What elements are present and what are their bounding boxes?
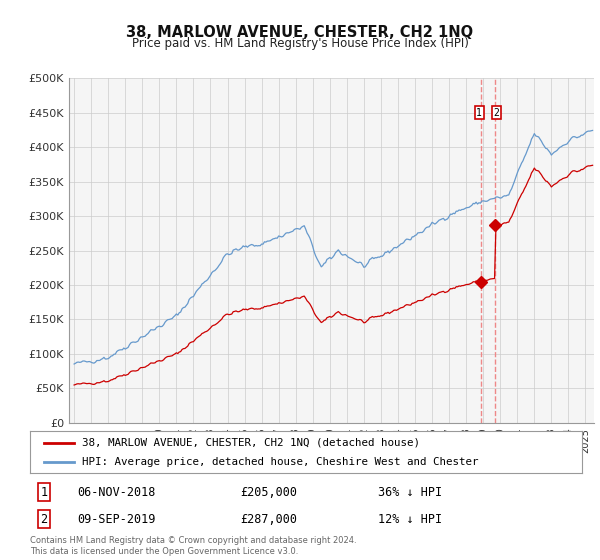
- Text: 38, MARLOW AVENUE, CHESTER, CH2 1NQ (detached house): 38, MARLOW AVENUE, CHESTER, CH2 1NQ (det…: [82, 437, 421, 447]
- Text: 1: 1: [476, 108, 482, 118]
- Text: 36% ↓ HPI: 36% ↓ HPI: [378, 486, 442, 499]
- Text: Contains HM Land Registry data © Crown copyright and database right 2024.
This d: Contains HM Land Registry data © Crown c…: [30, 536, 356, 556]
- Text: 1: 1: [40, 486, 47, 499]
- Text: 09-SEP-2019: 09-SEP-2019: [77, 512, 155, 526]
- Text: 12% ↓ HPI: 12% ↓ HPI: [378, 512, 442, 526]
- Text: £205,000: £205,000: [240, 486, 297, 499]
- Text: 2: 2: [40, 512, 47, 526]
- Text: £287,000: £287,000: [240, 512, 297, 526]
- Text: 2: 2: [493, 108, 499, 118]
- Text: Price paid vs. HM Land Registry's House Price Index (HPI): Price paid vs. HM Land Registry's House …: [131, 37, 469, 50]
- Text: 38, MARLOW AVENUE, CHESTER, CH2 1NQ: 38, MARLOW AVENUE, CHESTER, CH2 1NQ: [127, 25, 473, 40]
- Text: 06-NOV-2018: 06-NOV-2018: [77, 486, 155, 499]
- Text: HPI: Average price, detached house, Cheshire West and Chester: HPI: Average price, detached house, Ches…: [82, 457, 479, 467]
